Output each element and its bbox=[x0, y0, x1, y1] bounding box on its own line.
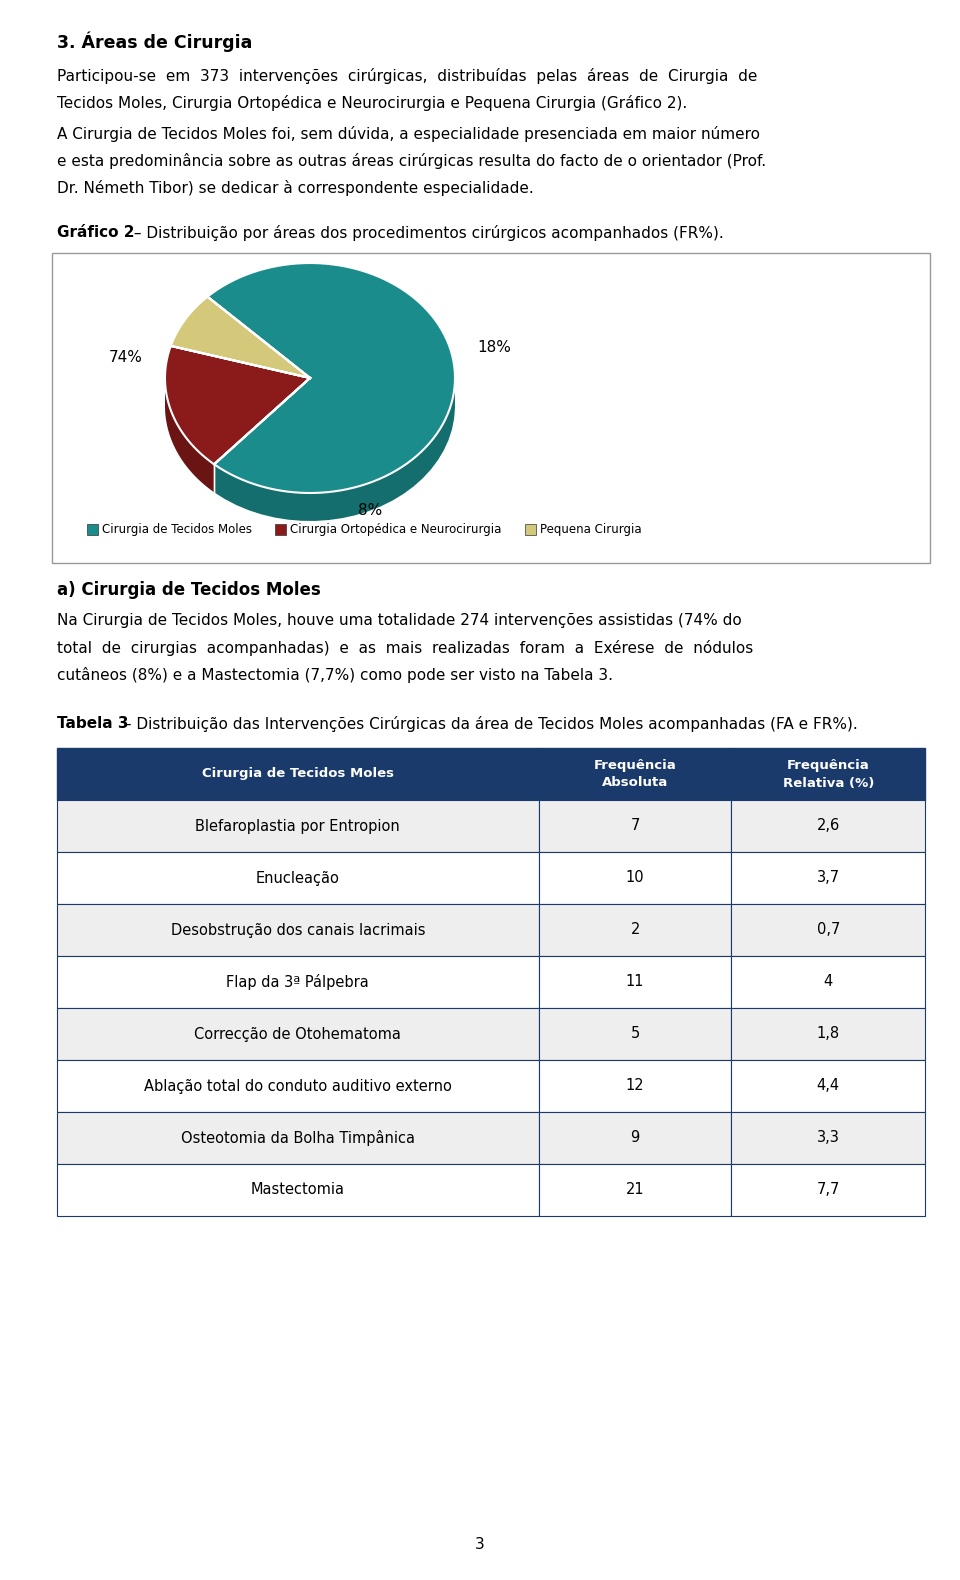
Text: Dr. Németh Tibor) se dedicar à correspondente especialidade.: Dr. Németh Tibor) se dedicar à correspon… bbox=[57, 180, 534, 196]
Text: Frequência
Absoluta: Frequência Absoluta bbox=[593, 758, 677, 790]
Text: 10: 10 bbox=[626, 871, 644, 885]
Bar bbox=[57, 852, 539, 904]
Text: 7,7: 7,7 bbox=[817, 1182, 840, 1198]
Bar bbox=[732, 747, 925, 799]
Text: 74%: 74% bbox=[109, 351, 143, 365]
Text: a) Cirurgia de Tecidos Moles: a) Cirurgia de Tecidos Moles bbox=[57, 581, 321, 599]
Polygon shape bbox=[171, 297, 310, 378]
Text: 0,7: 0,7 bbox=[817, 923, 840, 937]
Text: 12: 12 bbox=[626, 1079, 644, 1093]
Text: 3: 3 bbox=[475, 1537, 485, 1552]
Bar bbox=[57, 956, 539, 1008]
Text: Cirurgia de Tecidos Moles: Cirurgia de Tecidos Moles bbox=[102, 523, 252, 536]
Bar bbox=[539, 904, 732, 956]
Text: A Cirurgia de Tecidos Moles foi, sem dúvida, a especialidade presenciada em maio: A Cirurgia de Tecidos Moles foi, sem dúv… bbox=[57, 126, 760, 142]
Text: 7: 7 bbox=[631, 818, 639, 834]
Text: Correcção de Otohematoma: Correcção de Otohematoma bbox=[195, 1027, 401, 1041]
Text: Osteotomia da Bolha Timpânica: Osteotomia da Bolha Timpânica bbox=[180, 1130, 415, 1146]
Polygon shape bbox=[165, 381, 214, 493]
Bar bbox=[539, 1008, 732, 1060]
Text: 11: 11 bbox=[626, 975, 644, 989]
Bar bbox=[57, 1008, 539, 1060]
Text: Participou-se  em  373  intervenções  cirúrgicas,  distribuídas  pelas  áreas  d: Participou-se em 373 intervenções cirúrg… bbox=[57, 68, 757, 84]
Bar bbox=[539, 1164, 732, 1217]
Bar bbox=[732, 852, 925, 904]
Text: 3,3: 3,3 bbox=[817, 1131, 840, 1146]
Bar bbox=[525, 525, 536, 536]
Bar bbox=[732, 799, 925, 852]
Bar bbox=[539, 799, 732, 852]
Text: 3,7: 3,7 bbox=[817, 871, 840, 885]
Text: 21: 21 bbox=[626, 1182, 644, 1198]
Text: Blefaroplastia por Entropion: Blefaroplastia por Entropion bbox=[196, 818, 400, 834]
Text: Gráfico 2: Gráfico 2 bbox=[57, 224, 134, 240]
Text: Na Cirurgia de Tecidos Moles, houve uma totalidade 274 intervenções assistidas (: Na Cirurgia de Tecidos Moles, houve uma … bbox=[57, 613, 742, 627]
Bar bbox=[52, 253, 930, 562]
Bar bbox=[87, 525, 98, 536]
Text: 18%: 18% bbox=[477, 341, 511, 356]
Bar bbox=[539, 1112, 732, 1164]
Text: Mastectomia: Mastectomia bbox=[251, 1182, 345, 1198]
Bar bbox=[539, 956, 732, 1008]
Text: 2,6: 2,6 bbox=[817, 818, 840, 834]
Bar bbox=[57, 1060, 539, 1112]
Text: Cirurgia de Tecidos Moles: Cirurgia de Tecidos Moles bbox=[202, 768, 394, 781]
Text: e esta predominância sobre as outras áreas cirúrgicas resulta do facto de o orie: e esta predominância sobre as outras áre… bbox=[57, 153, 766, 169]
Bar bbox=[57, 904, 539, 956]
Bar bbox=[732, 904, 925, 956]
Polygon shape bbox=[214, 379, 455, 521]
Polygon shape bbox=[165, 346, 310, 465]
Bar bbox=[539, 1060, 732, 1112]
Text: – Distribuição das Intervenções Cirúrgicas da área de Tecidos Moles acompanhadas: – Distribuição das Intervenções Cirúrgic… bbox=[119, 716, 857, 732]
Bar bbox=[732, 1164, 925, 1217]
Text: Tecidos Moles, Cirurgia Ortopédica e Neurocirurgia e Pequena Cirurgia (Gráfico 2: Tecidos Moles, Cirurgia Ortopédica e Neu… bbox=[57, 95, 687, 111]
Bar bbox=[57, 1164, 539, 1217]
Text: cutâneos (8%) e a Mastectomia (7,7%) como pode ser visto na Tabela 3.: cutâneos (8%) e a Mastectomia (7,7%) com… bbox=[57, 667, 613, 683]
Bar bbox=[57, 1112, 539, 1164]
Bar bbox=[732, 1008, 925, 1060]
Bar bbox=[275, 525, 286, 536]
Text: 9: 9 bbox=[631, 1131, 639, 1146]
Bar bbox=[539, 747, 732, 799]
Text: Cirurgia Ortopédica e Neurocirurgia: Cirurgia Ortopédica e Neurocirurgia bbox=[290, 523, 501, 536]
Text: 8%: 8% bbox=[358, 502, 382, 518]
Text: – Distribuição por áreas dos procedimentos cirúrgicos acompanhados (FR%).: – Distribuição por áreas dos procediment… bbox=[129, 224, 724, 242]
Text: 3. Áreas de Cirurgia: 3. Áreas de Cirurgia bbox=[57, 32, 252, 52]
Bar bbox=[57, 799, 539, 852]
Bar bbox=[732, 1112, 925, 1164]
Text: Enucleação: Enucleação bbox=[256, 871, 340, 885]
Text: 1,8: 1,8 bbox=[817, 1027, 840, 1041]
Polygon shape bbox=[207, 262, 455, 493]
Text: total  de  cirurgias  acompanhadas)  e  as  mais  realizadas  foram  a  Exérese : total de cirurgias acompanhadas) e as ma… bbox=[57, 640, 754, 656]
Text: 5: 5 bbox=[631, 1027, 639, 1041]
Text: Desobstrução dos canais lacrimais: Desobstrução dos canais lacrimais bbox=[171, 923, 425, 937]
Bar bbox=[732, 956, 925, 1008]
Text: 2: 2 bbox=[631, 923, 639, 937]
Bar bbox=[539, 852, 732, 904]
Text: 4: 4 bbox=[824, 975, 833, 989]
Text: Tabela 3: Tabela 3 bbox=[57, 716, 129, 732]
Bar bbox=[732, 1060, 925, 1112]
Text: Pequena Cirurgia: Pequena Cirurgia bbox=[540, 523, 641, 536]
Text: Frequência
Relativa (%): Frequência Relativa (%) bbox=[782, 758, 874, 790]
Text: Ablação total do conduto auditivo externo: Ablação total do conduto auditivo extern… bbox=[144, 1079, 452, 1093]
Bar bbox=[57, 747, 539, 799]
Text: 4,4: 4,4 bbox=[817, 1079, 840, 1093]
Text: Flap da 3ª Pálpebra: Flap da 3ª Pálpebra bbox=[227, 973, 370, 991]
